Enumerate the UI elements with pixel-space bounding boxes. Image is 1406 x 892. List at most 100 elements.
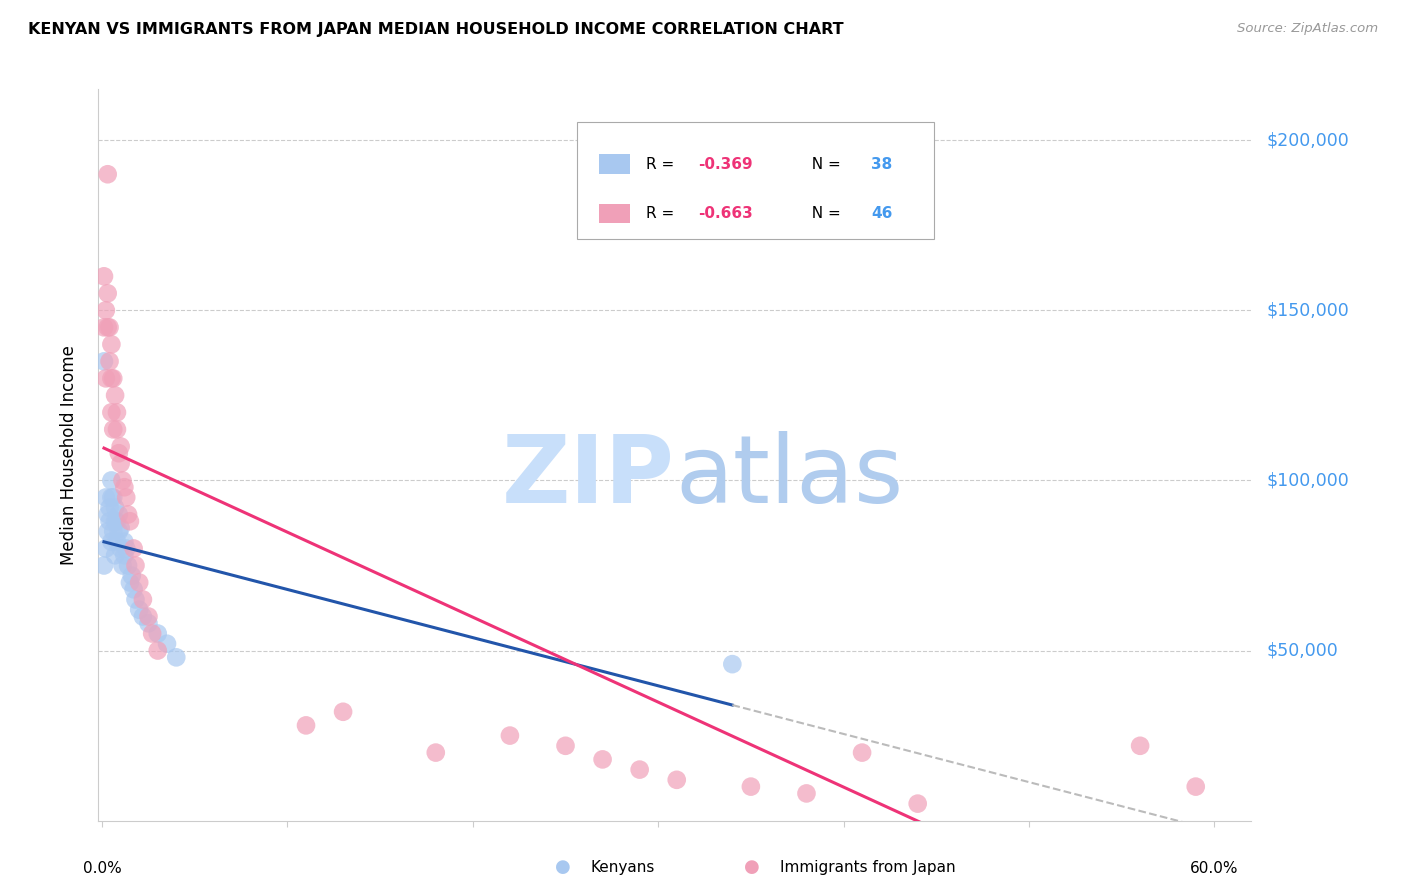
Point — [112, 549, 135, 563]
Point — [94, 541, 117, 556]
Point — [665, 772, 688, 787]
Point — [108, 508, 131, 522]
Point — [156, 637, 179, 651]
Point — [138, 609, 160, 624]
Point — [132, 592, 155, 607]
Point — [110, 521, 132, 535]
Point — [121, 568, 143, 582]
Point — [117, 558, 139, 573]
Text: Kenyans: Kenyans — [591, 860, 655, 874]
Point — [128, 603, 150, 617]
Text: KENYAN VS IMMIGRANTS FROM JAPAN MEDIAN HOUSEHOLD INCOME CORRELATION CHART: KENYAN VS IMMIGRANTS FROM JAPAN MEDIAN H… — [28, 22, 844, 37]
Point — [146, 643, 169, 657]
Point — [124, 558, 146, 573]
Text: ZIP: ZIP — [502, 431, 675, 523]
Point — [94, 491, 117, 505]
Point — [100, 405, 122, 419]
Text: 38: 38 — [870, 157, 893, 171]
FancyBboxPatch shape — [599, 203, 630, 223]
Text: R =: R = — [647, 206, 679, 221]
Point — [98, 500, 121, 515]
Point — [97, 320, 120, 334]
Point — [97, 508, 120, 522]
Text: 46: 46 — [870, 206, 893, 221]
Point — [103, 371, 125, 385]
Text: 0.0%: 0.0% — [83, 862, 121, 877]
Point — [112, 534, 135, 549]
Point — [499, 729, 522, 743]
Point — [94, 303, 117, 318]
Text: R =: R = — [647, 157, 679, 171]
Point — [851, 746, 873, 760]
Point — [554, 739, 576, 753]
Point — [100, 534, 122, 549]
Point — [124, 592, 146, 607]
Y-axis label: Median Household Income: Median Household Income — [59, 345, 77, 565]
FancyBboxPatch shape — [576, 122, 934, 239]
Point — [141, 626, 163, 640]
Point — [105, 534, 128, 549]
Point — [105, 422, 128, 436]
Point — [132, 609, 155, 624]
Text: $50,000: $50,000 — [1267, 641, 1339, 659]
Point — [100, 474, 122, 488]
Text: Immigrants from Japan: Immigrants from Japan — [780, 860, 956, 874]
Text: N =: N = — [801, 157, 845, 171]
Text: 60.0%: 60.0% — [1189, 862, 1239, 877]
Text: ●: ● — [744, 858, 761, 876]
Point — [146, 626, 169, 640]
Text: $200,000: $200,000 — [1267, 131, 1348, 149]
Point — [111, 558, 134, 573]
Point — [108, 524, 131, 539]
Point — [93, 320, 115, 334]
Point — [105, 514, 128, 528]
Point — [1129, 739, 1152, 753]
Point — [118, 514, 141, 528]
Point — [97, 286, 120, 301]
Point — [104, 500, 127, 515]
Point — [104, 388, 127, 402]
Point — [122, 582, 145, 597]
Point — [295, 718, 318, 732]
Point — [98, 320, 121, 334]
Point — [98, 354, 121, 368]
Point — [138, 616, 160, 631]
Point — [110, 457, 132, 471]
Point — [112, 480, 135, 494]
Point — [796, 786, 818, 800]
Text: atlas: atlas — [675, 431, 903, 523]
Point — [93, 558, 115, 573]
Text: N =: N = — [801, 206, 845, 221]
Text: -0.663: -0.663 — [697, 206, 752, 221]
Point — [103, 524, 125, 539]
Point — [110, 541, 132, 556]
Point — [97, 167, 120, 181]
Text: Source: ZipAtlas.com: Source: ZipAtlas.com — [1237, 22, 1378, 36]
Point — [104, 549, 127, 563]
Point — [108, 446, 131, 460]
Text: -0.369: -0.369 — [697, 157, 752, 171]
Point — [104, 514, 127, 528]
Point — [425, 746, 447, 760]
Point — [105, 405, 128, 419]
Text: ●: ● — [554, 858, 571, 876]
Point — [100, 371, 122, 385]
Point — [122, 541, 145, 556]
Point — [128, 575, 150, 590]
Point — [97, 524, 120, 539]
Text: $150,000: $150,000 — [1267, 301, 1348, 319]
Point — [103, 491, 125, 505]
Point — [740, 780, 762, 794]
Point — [165, 650, 187, 665]
Point — [332, 705, 354, 719]
Point — [111, 474, 134, 488]
Point — [100, 337, 122, 351]
Point — [721, 657, 744, 672]
Point — [118, 575, 141, 590]
Point — [115, 491, 138, 505]
Point — [117, 508, 139, 522]
Point — [94, 371, 117, 385]
Point — [628, 763, 651, 777]
Point — [103, 422, 125, 436]
Point — [93, 354, 115, 368]
